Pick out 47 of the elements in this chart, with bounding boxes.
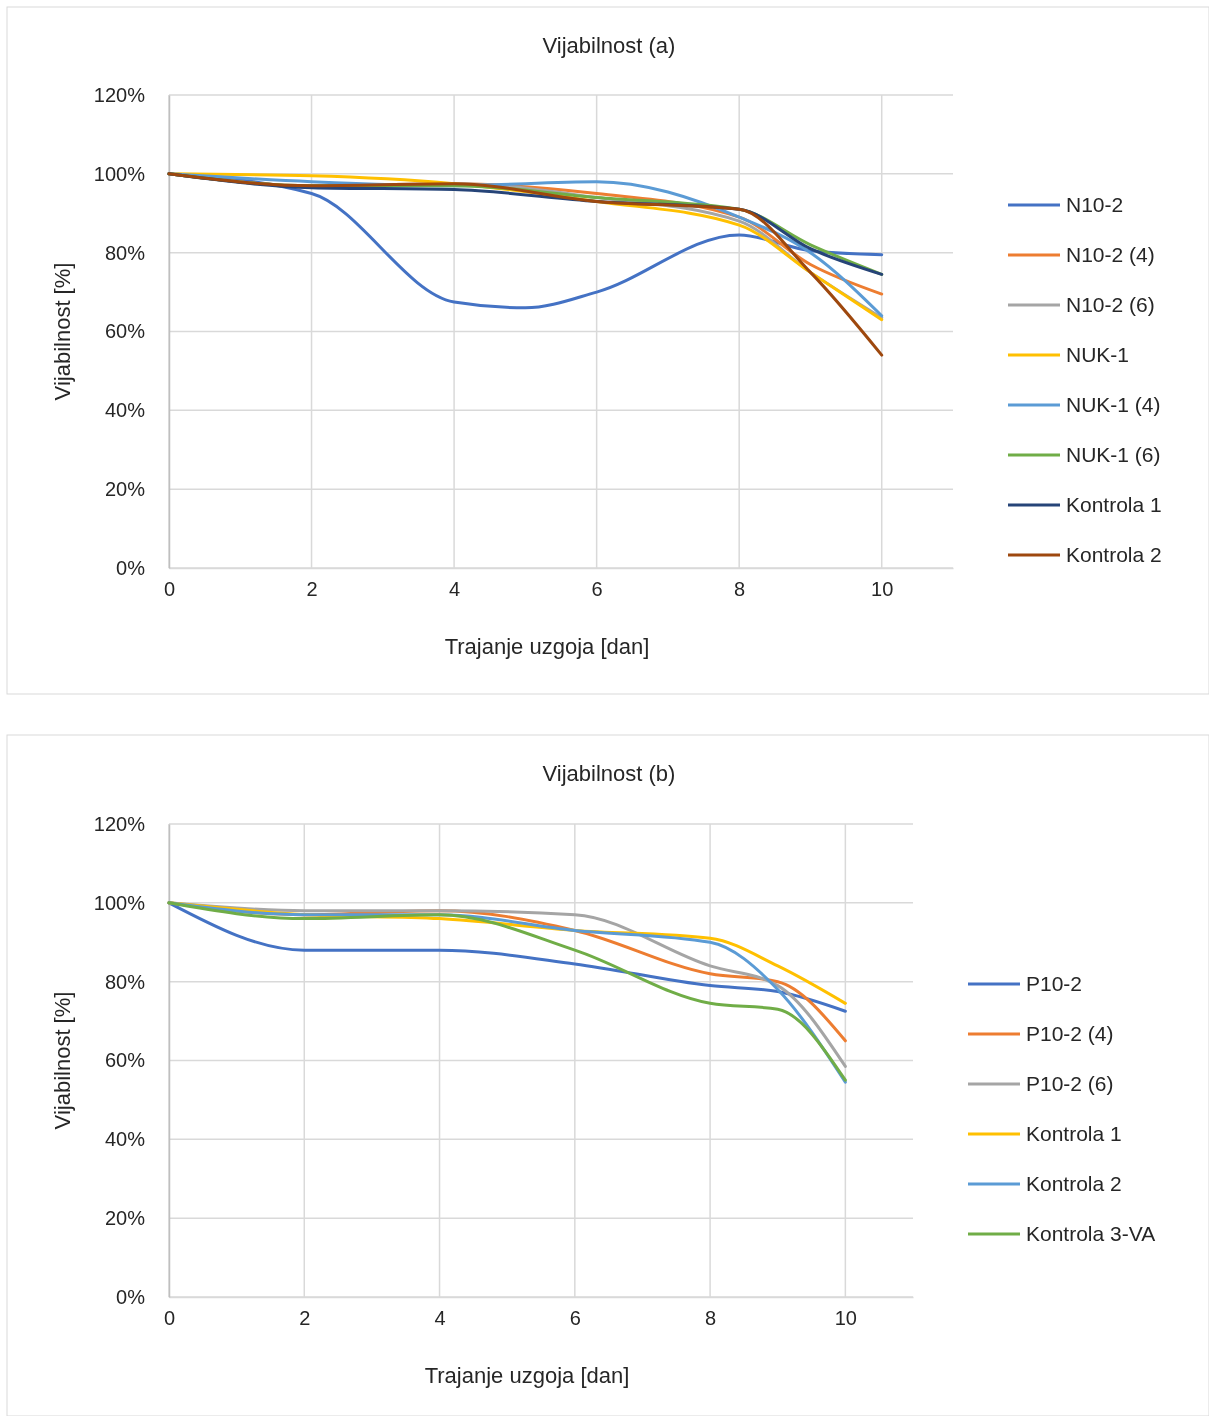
legend-label: N10-2 xyxy=(1066,193,1124,216)
x-tick-label: 2 xyxy=(299,1307,311,1330)
legend-label: Kontrola 1 xyxy=(1066,493,1162,516)
chart-title: Vijabilnost (a) xyxy=(542,33,676,58)
legend-label: N10-2 (6) xyxy=(1066,293,1155,316)
x-tick-label: 0 xyxy=(163,578,176,601)
y-tick-label: 100% xyxy=(93,162,146,185)
legend-label: P10-2 xyxy=(1026,972,1083,995)
legend-label: Kontrola 3-VA xyxy=(1026,1222,1156,1245)
legend-label: NUK-1 (4) xyxy=(1066,393,1161,416)
x-tick-label: 10 xyxy=(871,578,894,601)
y-tick-label: 120% xyxy=(93,812,146,835)
legend-label: P10-2 (6) xyxy=(1026,1072,1114,1095)
y-tick-label: 0% xyxy=(116,556,146,579)
y-tick-label: 20% xyxy=(104,1207,146,1230)
y-tick-label: 80% xyxy=(104,970,146,993)
y-tick-label: 100% xyxy=(93,891,146,914)
x-tick-label: 2 xyxy=(306,578,318,601)
x-tick-label: 4 xyxy=(449,578,461,601)
x-tick-label: 6 xyxy=(569,1307,581,1330)
y-tick-label: 60% xyxy=(104,320,146,343)
y-tick-label: 0% xyxy=(116,1285,146,1308)
x-tick-label: 8 xyxy=(705,1307,717,1330)
x-tick-label: 8 xyxy=(734,578,746,601)
legend-label: Kontrola 2 xyxy=(1066,543,1162,566)
x-axis-title: Trajanje uzgoja [dan] xyxy=(444,634,650,659)
line-series xyxy=(167,172,884,357)
legend-label: P10-2 (4) xyxy=(1026,1022,1114,1045)
y-tick-label: 60% xyxy=(104,1049,146,1072)
y-tick-label: 40% xyxy=(104,1128,146,1151)
legend-label: Kontrola 1 xyxy=(1026,1122,1122,1145)
chart-title: Vijabilnost (b) xyxy=(542,761,676,786)
x-tick-label: 6 xyxy=(591,578,603,601)
legend-label: NUK-1 xyxy=(1066,343,1130,366)
legend-label: Kontrola 2 xyxy=(1026,1172,1122,1195)
legend-label: N10-2 (4) xyxy=(1066,243,1155,266)
x-tick-label: 10 xyxy=(834,1307,857,1330)
y-tick-label: 120% xyxy=(93,83,146,106)
legend-label: NUK-1 (6) xyxy=(1066,443,1161,466)
y-axis-title: Vijabilnost [%] xyxy=(50,991,75,1130)
y-tick-label: 80% xyxy=(104,241,146,264)
x-axis-title: Trajanje uzgoja [dan] xyxy=(424,1363,630,1388)
y-axis-title: Vijabilnost [%] xyxy=(50,262,75,401)
y-tick-label: 20% xyxy=(104,478,146,501)
x-tick-label: 4 xyxy=(434,1307,446,1330)
y-tick-label: 40% xyxy=(104,399,146,422)
x-tick-label: 0 xyxy=(163,1307,176,1330)
